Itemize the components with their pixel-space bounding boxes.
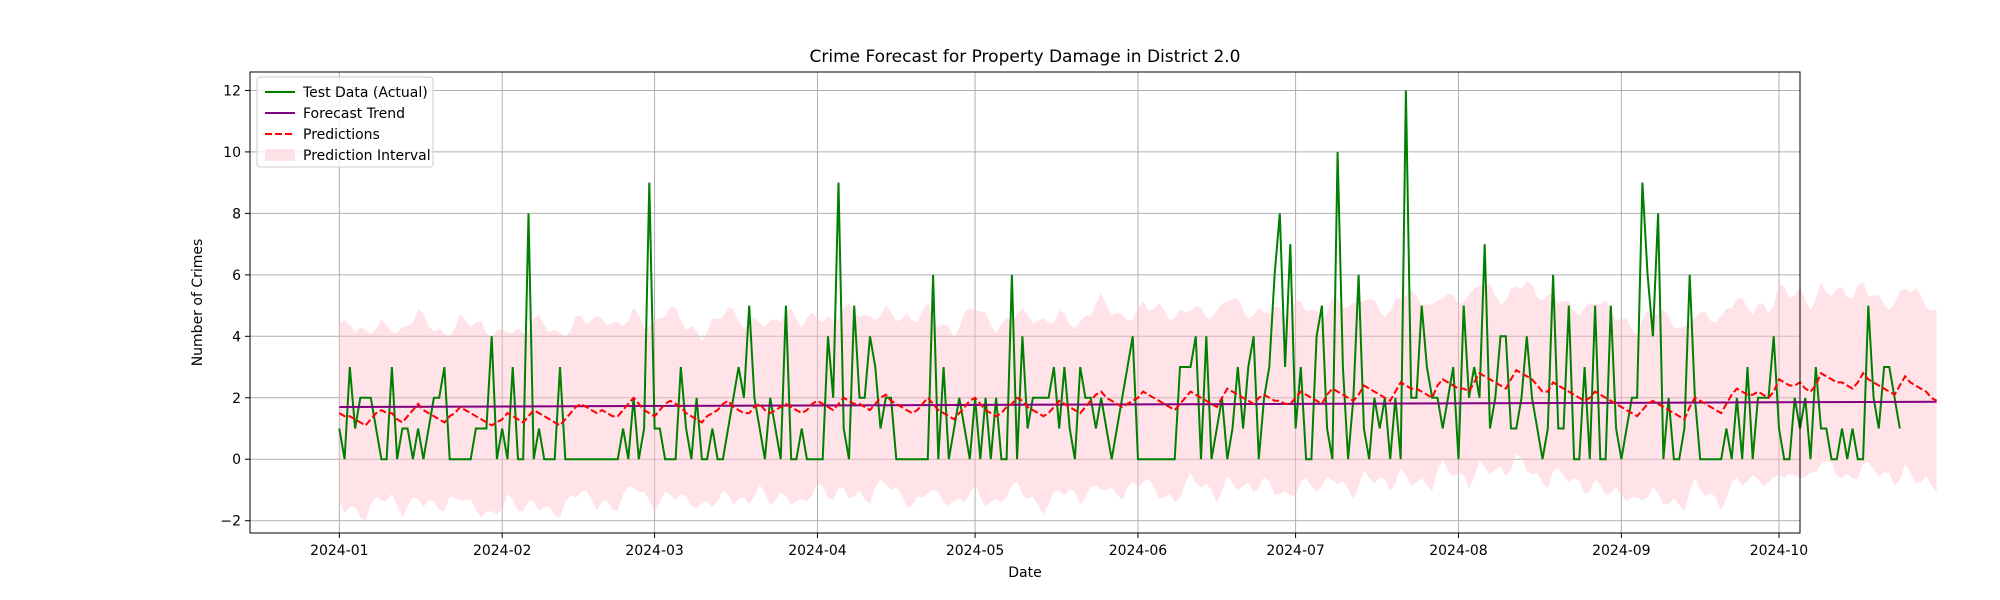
axis-ticks: 2024-01 2024-02 2024-03 2024-04 2024-05 2024-… (220, 83, 1808, 559)
predictions-series-line (338, 368, 1938, 427)
plot-area-frame (249, 71, 1801, 534)
legend-label: Test Data (Actual) (302, 85, 428, 101)
grid-lines (250, 72, 1800, 533)
y-tick-label: 10 (223, 145, 241, 161)
series-lines (338, 90, 1938, 461)
legend-label: Predictions (303, 127, 380, 143)
x-tick-label: 2024-06 (1109, 543, 1168, 559)
actual-series-line (338, 90, 1901, 461)
legend: Test Data (Actual) Forecast Trend Predicti… (256, 76, 434, 168)
x-axis-title: Date (1008, 565, 1041, 581)
legend-swatch (265, 149, 295, 161)
trend-series-line (339, 400, 1937, 408)
legend-item-interval: Prediction Interval (265, 148, 431, 164)
y-tick-label: 6 (232, 268, 241, 284)
prediction-interval-area (339, 281, 1937, 521)
prediction-interval-band (339, 281, 1937, 521)
y-tick-label: 2 (232, 391, 241, 407)
y-axis-title: Number of Crimes (190, 239, 206, 367)
legend-item-actual: Test Data (Actual) (265, 85, 428, 101)
x-tick-label: 2024-05 (946, 543, 1005, 559)
x-tick-label: 2024-09 (1592, 543, 1651, 559)
x-tick-label: 2024-02 (473, 543, 532, 559)
legend-item-predictions: Predictions (265, 127, 380, 143)
x-tick-label: 2024-03 (625, 543, 684, 559)
legend-item-trend: Forecast Trend (265, 106, 405, 122)
legend-box (256, 76, 434, 168)
y-tick-label: 0 (232, 452, 241, 468)
y-tick-label: −2 (220, 514, 241, 530)
chart-title: Crime Forecast for Property Damage in Di… (809, 47, 1240, 67)
y-tick-label: 8 (232, 206, 241, 222)
x-tick-label: 2024-10 (1750, 543, 1809, 559)
x-tick-label: 2024-04 (788, 543, 847, 559)
x-tick-label: 2024-08 (1429, 543, 1488, 559)
y-tick-label: 4 (232, 329, 241, 345)
x-tick-label: 2024-01 (310, 543, 369, 559)
legend-label: Forecast Trend (303, 106, 405, 122)
y-tick-label: 12 (223, 83, 241, 99)
legend-label: Prediction Interval (303, 148, 431, 164)
x-tick-label: 2024-07 (1266, 543, 1325, 559)
